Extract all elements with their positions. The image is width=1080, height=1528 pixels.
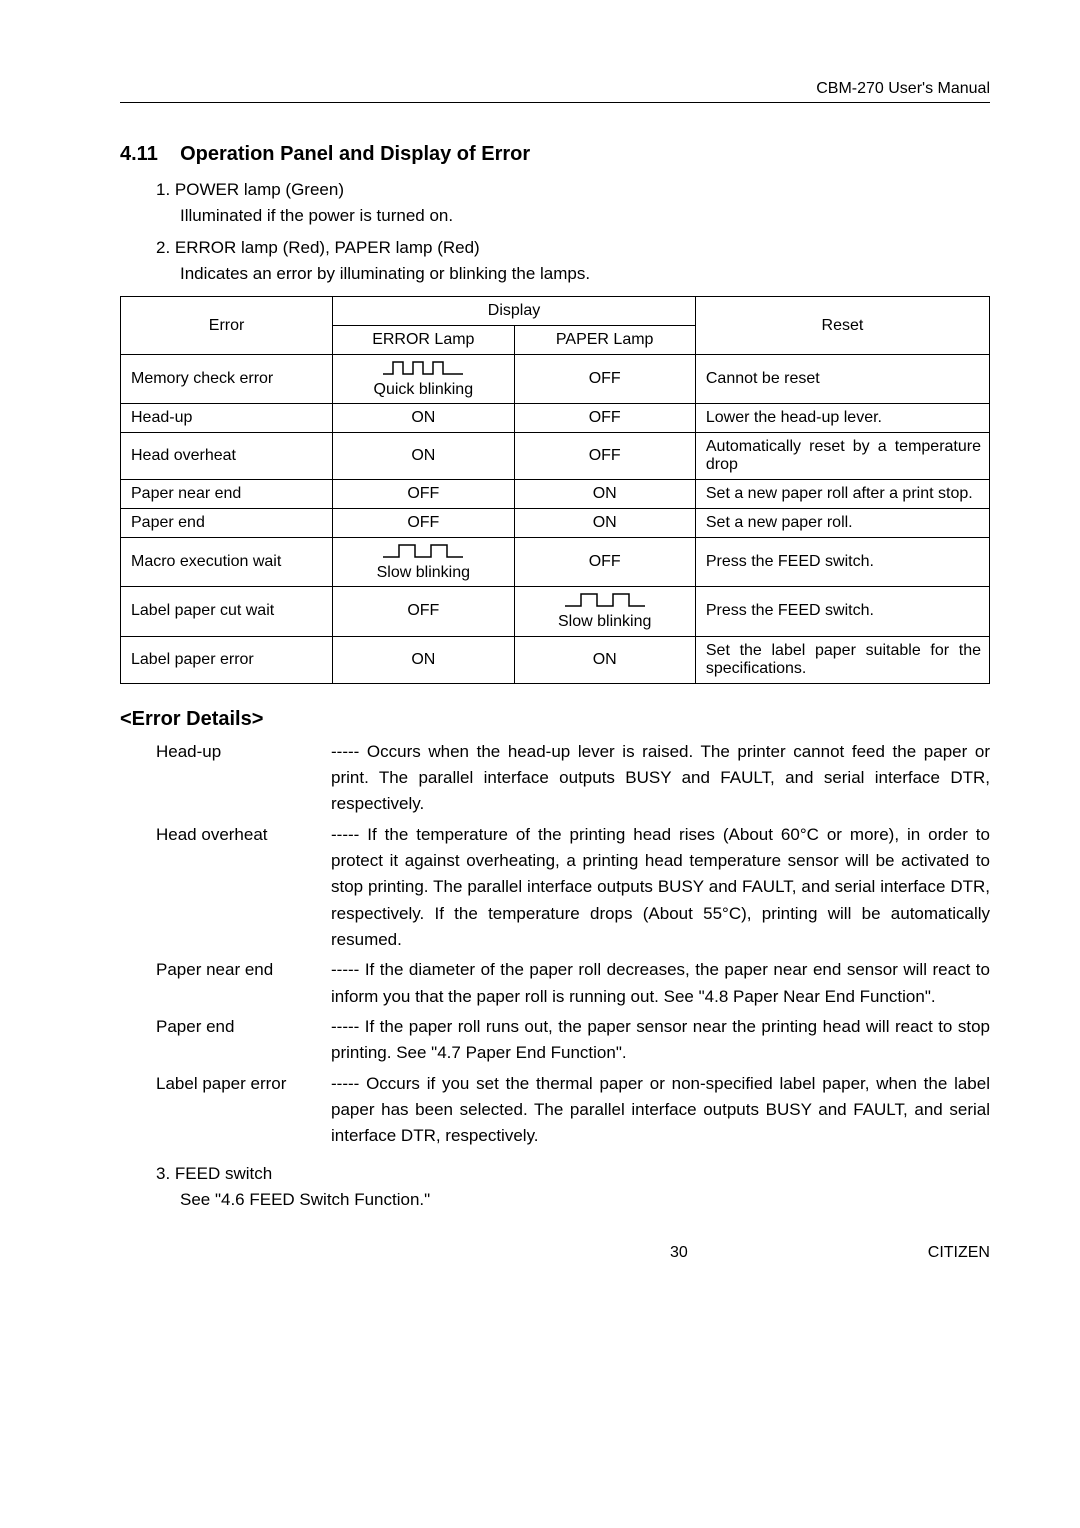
cell-paper-lamp: OFF <box>514 355 695 404</box>
table-row: Head overheat ON OFF Automatically reset… <box>121 433 990 480</box>
cell-reset: Set the label paper suitable for the spe… <box>695 636 989 683</box>
item-2: 2. ERROR lamp (Red), PAPER lamp (Red) <box>156 238 990 258</box>
cell-paper-lamp: ON <box>514 636 695 683</box>
cell-error: Memory check error <box>121 355 333 404</box>
cell-error-lamp: ON <box>333 433 514 480</box>
cell-reset: Set a new paper roll after a print stop. <box>695 480 989 509</box>
detail-labelerr: Label paper error ----- Occurs if you se… <box>120 1071 990 1150</box>
cell-reset: Press the FEED switch. <box>695 587 989 636</box>
cell-error: Paper near end <box>121 480 333 509</box>
table-row: Macro execution wait Slow blinking OFF P… <box>121 538 990 587</box>
detail-nearend: Paper near end ----- If the diameter of … <box>120 957 990 1010</box>
th-error-lamp: ERROR Lamp <box>333 326 514 355</box>
detail-label: Paper near end <box>120 957 331 1010</box>
error-details-title: <Error Details> <box>120 708 990 731</box>
item-3: 3. FEED switch <box>156 1164 990 1184</box>
detail-text: ----- If the temperature of the printing… <box>331 822 990 954</box>
item-1-sub: Illuminated if the power is turned on. <box>180 206 990 226</box>
page-number: 30 <box>670 1244 688 1262</box>
section-title: 4.11 Operation Panel and Display of Erro… <box>120 143 990 166</box>
error-table: Error Display Reset ERROR Lamp PAPER Lam… <box>120 296 990 684</box>
footer: 30 CITIZEN <box>120 1244 990 1262</box>
cell-error-lamp: Quick blinking <box>333 355 514 404</box>
cell-error-lamp: Slow blinking <box>333 538 514 587</box>
cell-reset: Press the FEED switch. <box>695 538 989 587</box>
table-row: Label paper error ON ON Set the label pa… <box>121 636 990 683</box>
cell-paper-lamp: Slow blinking <box>514 587 695 636</box>
cell-error-lamp: ON <box>333 404 514 433</box>
quick-blink-icon <box>383 360 463 376</box>
detail-headup: Head-up ----- Occurs when the head-up le… <box>120 739 990 818</box>
slow-blink-label: Slow blinking <box>558 613 651 630</box>
detail-text: ----- If the diameter of the paper roll … <box>331 957 990 1010</box>
quick-blink-label: Quick blinking <box>374 381 474 398</box>
cell-error: Head overheat <box>121 433 333 480</box>
item-2-sub: Indicates an error by illuminating or bl… <box>180 264 990 284</box>
cell-reset: Lower the head-up lever. <box>695 404 989 433</box>
cell-error: Paper end <box>121 509 333 538</box>
cell-error: Label paper cut wait <box>121 587 333 636</box>
th-reset: Reset <box>695 297 989 355</box>
cell-paper-lamp: ON <box>514 480 695 509</box>
detail-label: Head-up <box>120 739 331 818</box>
section-heading: Operation Panel and Display of Error <box>180 143 530 165</box>
table-row: Memory check error Quick blinking OFF Ca… <box>121 355 990 404</box>
detail-label: Head overheat <box>120 822 331 954</box>
detail-text: ----- Occurs if you set the thermal pape… <box>331 1071 990 1150</box>
detail-text: ----- If the paper roll runs out, the pa… <box>331 1014 990 1067</box>
item-1: 1. POWER lamp (Green) <box>156 180 990 200</box>
cell-paper-lamp: OFF <box>514 433 695 480</box>
th-error: Error <box>121 297 333 355</box>
slow-blink-label: Slow blinking <box>377 564 470 581</box>
cell-reset: Automatically reset by a temperature dro… <box>695 433 989 480</box>
detail-label: Paper end <box>120 1014 331 1067</box>
cell-error-lamp: OFF <box>333 509 514 538</box>
detail-paperend: Paper end ----- If the paper roll runs o… <box>120 1014 990 1067</box>
cell-error-lamp: OFF <box>333 587 514 636</box>
cell-reset: Set a new paper roll. <box>695 509 989 538</box>
section-number: 4.11 <box>120 143 158 165</box>
cell-error: Macro execution wait <box>121 538 333 587</box>
cell-reset: Cannot be reset <box>695 355 989 404</box>
header-manual-title: CBM-270 User's Manual <box>120 80 990 103</box>
detail-text: ----- Occurs when the head-up lever is r… <box>331 739 990 818</box>
slow-blink-icon <box>383 543 463 559</box>
table-row: Label paper cut wait OFF Slow blinking P… <box>121 587 990 636</box>
th-paper-lamp: PAPER Lamp <box>514 326 695 355</box>
cell-error: Head-up <box>121 404 333 433</box>
cell-paper-lamp: OFF <box>514 538 695 587</box>
cell-error-lamp: OFF <box>333 480 514 509</box>
table-row: Paper end OFF ON Set a new paper roll. <box>121 509 990 538</box>
cell-error-lamp: ON <box>333 636 514 683</box>
brand: CITIZEN <box>928 1244 990 1262</box>
cell-error: Label paper error <box>121 636 333 683</box>
detail-overheat: Head overheat ----- If the temperature o… <box>120 822 990 954</box>
cell-paper-lamp: ON <box>514 509 695 538</box>
cell-paper-lamp: OFF <box>514 404 695 433</box>
table-row: Head-up ON OFF Lower the head-up lever. <box>121 404 990 433</box>
item-3-sub: See "4.6 FEED Switch Function." <box>180 1190 990 1210</box>
table-row: Paper near end OFF ON Set a new paper ro… <box>121 480 990 509</box>
detail-label: Label paper error <box>120 1071 331 1150</box>
slow-blink-icon <box>565 592 645 608</box>
th-display: Display <box>333 297 696 326</box>
